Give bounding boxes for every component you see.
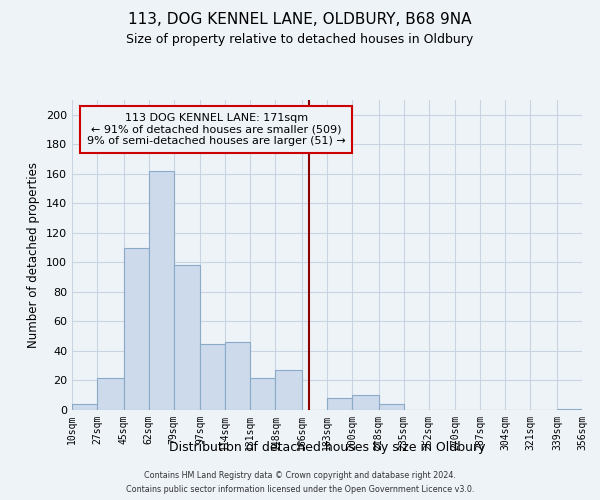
Text: 113, DOG KENNEL LANE, OLDBURY, B68 9NA: 113, DOG KENNEL LANE, OLDBURY, B68 9NA bbox=[128, 12, 472, 28]
Bar bbox=[327, 398, 352, 410]
Bar bbox=[124, 248, 149, 410]
Bar bbox=[557, 408, 582, 410]
Text: Size of property relative to detached houses in Oldbury: Size of property relative to detached ho… bbox=[127, 32, 473, 46]
Bar bbox=[379, 404, 404, 410]
Bar bbox=[200, 344, 225, 410]
Text: Distribution of detached houses by size in Oldbury: Distribution of detached houses by size … bbox=[169, 441, 485, 454]
Bar bbox=[352, 395, 379, 410]
Text: Contains public sector information licensed under the Open Government Licence v3: Contains public sector information licen… bbox=[126, 484, 474, 494]
Bar bbox=[149, 171, 174, 410]
Text: Contains HM Land Registry data © Crown copyright and database right 2024.: Contains HM Land Registry data © Crown c… bbox=[144, 472, 456, 480]
Bar bbox=[225, 342, 250, 410]
Bar bbox=[72, 404, 97, 410]
Y-axis label: Number of detached properties: Number of detached properties bbox=[28, 162, 40, 348]
Text: 113 DOG KENNEL LANE: 171sqm
← 91% of detached houses are smaller (509)
9% of sem: 113 DOG KENNEL LANE: 171sqm ← 91% of det… bbox=[87, 113, 346, 146]
Bar bbox=[250, 378, 275, 410]
Bar bbox=[97, 378, 124, 410]
Bar bbox=[174, 266, 200, 410]
Bar bbox=[275, 370, 302, 410]
